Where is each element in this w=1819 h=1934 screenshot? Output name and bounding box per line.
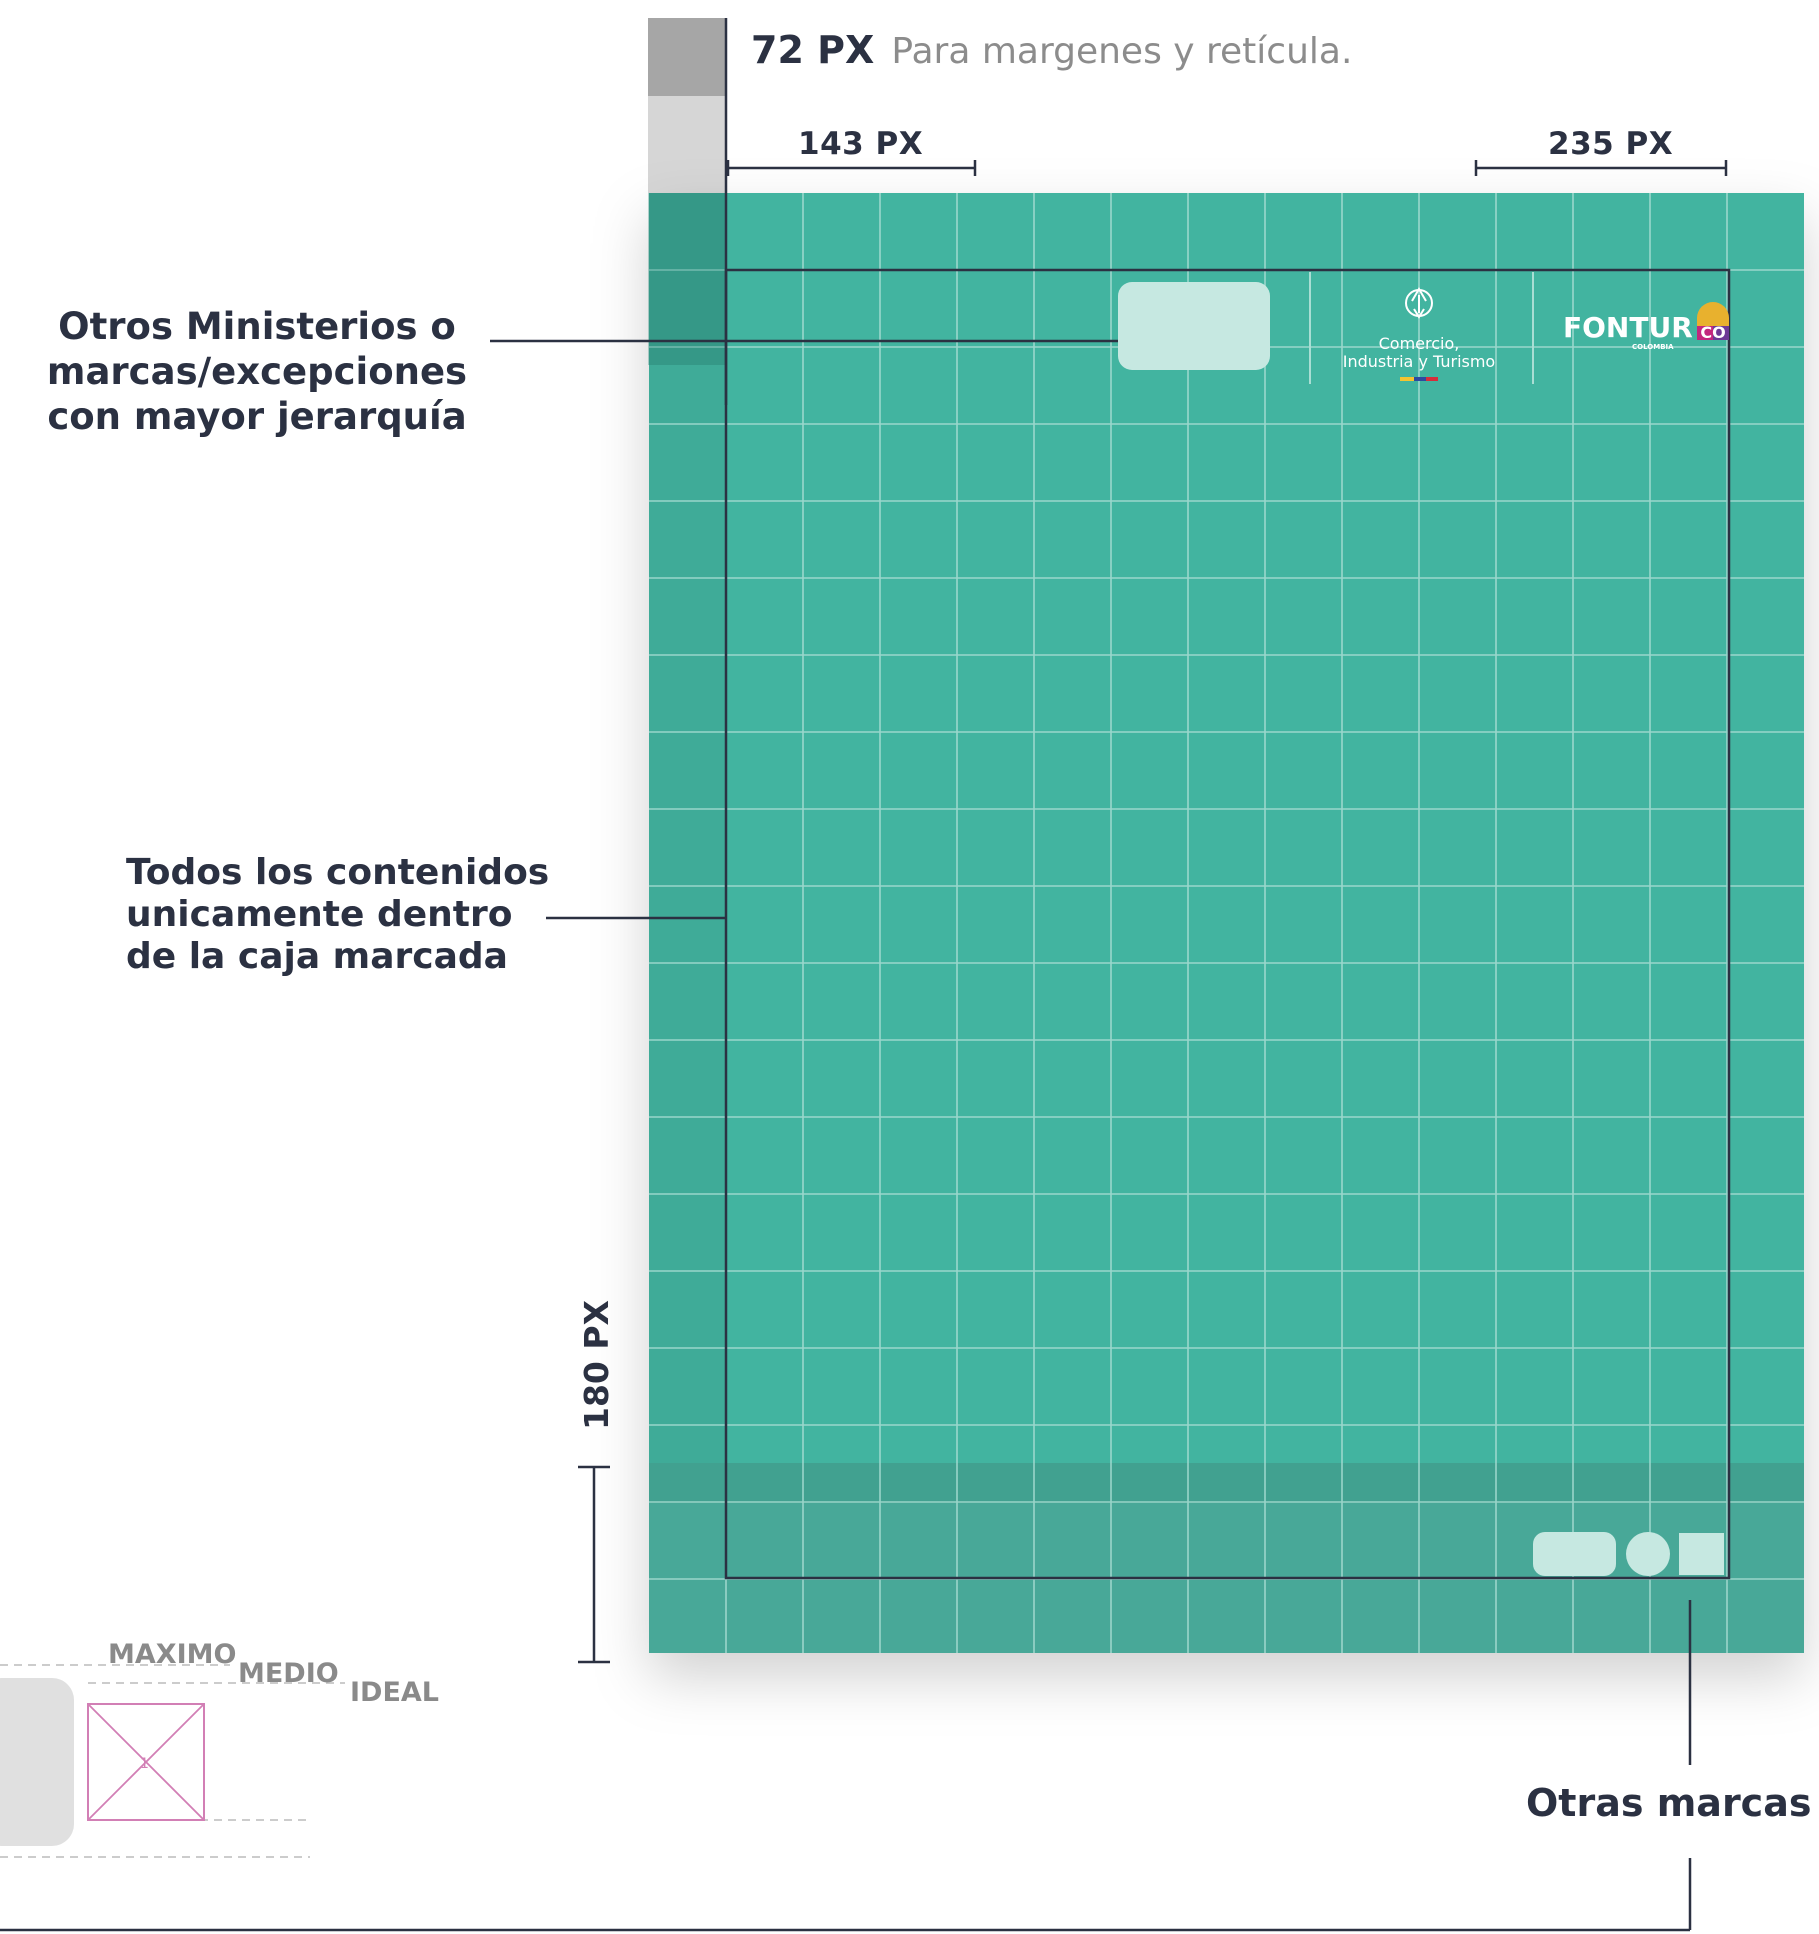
scale-medio: MEDIO xyxy=(238,1658,339,1689)
ministry-placeholder xyxy=(1118,282,1270,370)
ministry-line2: Industria y Turismo xyxy=(1343,352,1495,371)
margin-note: 72 PX Para margenes y retícula. xyxy=(751,28,1352,72)
other-brands-callout: Otras marcas xyxy=(1526,1781,1812,1825)
margin-value: 72 PX xyxy=(751,28,875,72)
ideal-box xyxy=(87,1703,205,1821)
margin-indicator-light xyxy=(648,96,726,193)
scale-maximo: MAXIMO xyxy=(108,1639,236,1670)
margin-text: Para margenes y retícula. xyxy=(891,31,1353,72)
scale-illustration: 1 MAXIMO MEDIO IDEAL xyxy=(0,1639,439,1858)
contents-line1: Todos los contenidos xyxy=(126,852,550,893)
left-margin-column xyxy=(649,193,727,365)
bottom-height-measure xyxy=(578,1465,610,1664)
contents-line3: de la caja marcada xyxy=(126,936,508,978)
scale-block xyxy=(0,1678,74,1846)
bottom-height-label: 180 PX xyxy=(577,1300,616,1430)
box-number: 1 xyxy=(140,1756,149,1772)
brand-placeholder-square xyxy=(1679,1533,1724,1575)
contents-callout: Todos los contenidos unicamente dentro d… xyxy=(126,852,566,978)
ministries-line2: marcas/excepciones xyxy=(46,350,468,394)
left-width-label: 143 PX xyxy=(798,126,924,162)
left-width-measure xyxy=(726,160,977,176)
brand-placeholder-circle xyxy=(1626,1532,1670,1576)
flag-blue xyxy=(1414,377,1426,381)
right-width-label: 235 PX xyxy=(1548,126,1674,162)
fontur-subtitle: COLOMBIA xyxy=(1632,343,1674,351)
content-box xyxy=(724,268,1731,1580)
layout-canvas xyxy=(649,193,1804,1653)
crest-icon xyxy=(1405,287,1433,319)
svg-text:CO: CO xyxy=(1700,323,1725,342)
fontur-wordmark: FONTUR xyxy=(1563,311,1693,344)
flag-yellow xyxy=(1400,377,1414,381)
margin-indicator-dark xyxy=(648,18,726,96)
co-logo-icon: CO xyxy=(1697,302,1729,342)
right-width-measure xyxy=(1474,160,1728,176)
ministries-line1: Otros Ministerios o xyxy=(58,305,456,348)
ministries-line3: con mayor jerarquía xyxy=(47,395,467,439)
ministries-callout: Otros Ministerios o marcas/excepciones c… xyxy=(22,304,492,439)
scale-ideal: IDEAL xyxy=(350,1677,439,1708)
ministry-line1: Comercio, xyxy=(1379,334,1460,353)
flag-red xyxy=(1426,377,1438,381)
grid-lines xyxy=(649,193,1804,1653)
contents-line2: unicamente dentro xyxy=(126,894,513,936)
brand-placeholder-pill xyxy=(1533,1532,1616,1576)
